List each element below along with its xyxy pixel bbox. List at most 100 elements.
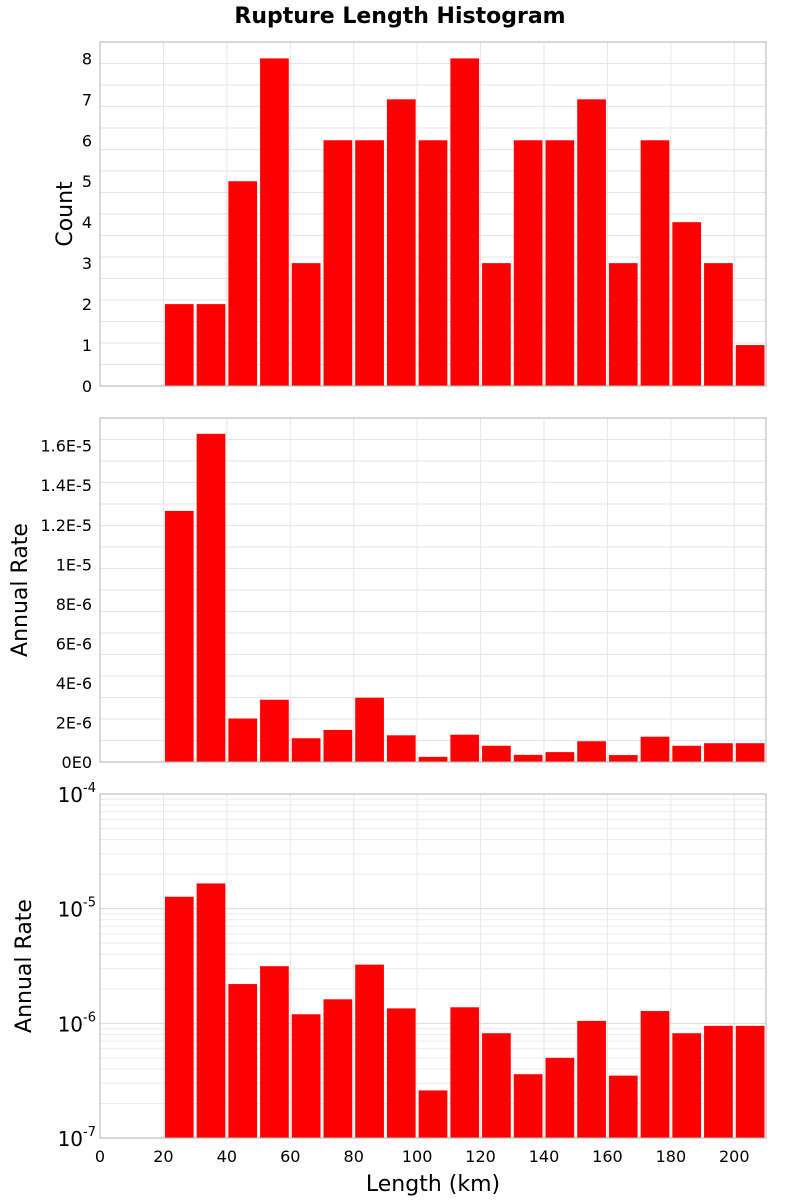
y-tick-label: 8 [82, 49, 92, 68]
bar [164, 304, 194, 386]
bar [418, 1090, 448, 1138]
y-tick-label: 1E-5 [56, 555, 92, 574]
y-tick-exponent: -6 [83, 1010, 96, 1025]
y-tick-label: 1.6E-5 [40, 437, 92, 456]
y-tick-label: 10-6 [58, 1010, 96, 1036]
y-tick-label: 0E0 [62, 753, 92, 772]
bar [513, 1074, 543, 1138]
x-tick-label: 120 [465, 1147, 496, 1166]
y-tick-label: 5 [82, 172, 92, 191]
chart-title: Rupture Length Histogram [234, 4, 565, 29]
x-tick-label: 40 [217, 1147, 237, 1166]
plot-frame [99, 417, 767, 763]
bar [450, 734, 480, 762]
bar [577, 1020, 606, 1138]
y-tick-label: 10-4 [58, 781, 96, 807]
bar [260, 699, 289, 762]
plot-panels: 0 1 2 3 4 5 6 7 8 Count 0E0 2E-6 4E-6 6E-6 8E-6 1E-5 1.2… [8, 41, 767, 1166]
bar [513, 754, 543, 762]
y-tick-label: 6E-6 [56, 634, 92, 653]
y-tick-labels: 10-710-610-510-4 [58, 781, 96, 1151]
y-tick-exponent: -4 [83, 781, 96, 796]
bar [450, 58, 480, 386]
y-tick-label: 1.2E-5 [40, 516, 92, 535]
bars [164, 433, 765, 762]
y-tick-label: 1 [82, 336, 92, 355]
x-tick-label: 0 [95, 1147, 105, 1166]
bar [735, 1025, 765, 1138]
x-tick-label: 100 [402, 1147, 433, 1166]
x-tick-label: 160 [592, 1147, 623, 1166]
bars [164, 883, 765, 1138]
bar [704, 743, 733, 762]
bar [291, 1014, 321, 1138]
x-tick-label: 200 [719, 1147, 750, 1166]
bar [386, 99, 416, 386]
y-tick-label: 2 [82, 295, 92, 314]
y-tick-label: 3 [82, 254, 92, 273]
y-tick-base: 10 [58, 1012, 83, 1036]
bar [577, 741, 606, 762]
bar [323, 729, 353, 762]
bar [704, 263, 733, 386]
bar [418, 756, 448, 762]
bars [164, 58, 765, 386]
panel-1: 0 1 2 3 4 5 6 7 8 Count [53, 41, 767, 396]
bar [355, 140, 384, 386]
x-axis-label: Length (km) [366, 1172, 500, 1197]
x-tick-label: 60 [280, 1147, 300, 1166]
plot-frame [99, 41, 767, 387]
panel-2: 0E0 2E-6 4E-6 6E-6 8E-6 1E-5 1.2E-5 1.4E-5 1.6E-… [8, 417, 767, 772]
y-tick-label: 10-5 [58, 896, 96, 922]
y-tick-base: 10 [58, 898, 83, 922]
y-tick-base: 10 [58, 783, 83, 807]
bar [164, 510, 194, 762]
bar [482, 263, 511, 386]
y-tick-labels: 0 1 2 3 4 5 6 7 8 [82, 49, 92, 396]
bar [386, 735, 416, 762]
bar [196, 304, 226, 386]
bar [513, 140, 543, 386]
bar [228, 718, 258, 762]
bar [577, 99, 606, 386]
y-tick-label: 4E-6 [56, 674, 92, 693]
bar [418, 140, 448, 386]
bar [196, 883, 226, 1138]
bar [291, 263, 321, 386]
bar [323, 999, 353, 1138]
bar [608, 263, 638, 386]
y-tick-label: 2E-6 [56, 713, 92, 732]
bar [545, 752, 575, 762]
y-tick-label: 1.4E-5 [40, 476, 92, 495]
bar [260, 58, 289, 386]
bar [196, 433, 226, 762]
y-tick-label: 8E-6 [56, 595, 92, 614]
bar [608, 755, 638, 762]
y-axis-label: Annual Rate [12, 899, 37, 1033]
bar [608, 1075, 638, 1138]
bar [260, 966, 289, 1138]
x-tick-labels: 0 20 40 60 80 100 120 140 160 180 200 [95, 1147, 750, 1166]
bar [545, 1057, 575, 1138]
bar [640, 1011, 670, 1138]
bar [291, 738, 321, 762]
x-tick-label: 140 [529, 1147, 560, 1166]
bar [672, 1033, 702, 1138]
bar [355, 697, 384, 762]
y-tick-label: 7 [82, 90, 92, 109]
y-tick-exponent: -7 [83, 1125, 96, 1140]
bar [672, 222, 702, 386]
x-tick-label: 20 [153, 1147, 173, 1166]
plot-frame [99, 793, 767, 1139]
bar [164, 896, 194, 1138]
y-tick-labels: 0E0 2E-6 4E-6 6E-6 8E-6 1E-5 1.2E-5 1.4E-5 1.6E-… [40, 437, 92, 772]
y-tick-label: 6 [82, 131, 92, 150]
bar [640, 140, 670, 386]
bar [640, 736, 670, 762]
y-axis-label: Count [53, 181, 78, 247]
bar [323, 140, 353, 386]
bar [228, 984, 258, 1138]
bar [704, 1025, 733, 1138]
